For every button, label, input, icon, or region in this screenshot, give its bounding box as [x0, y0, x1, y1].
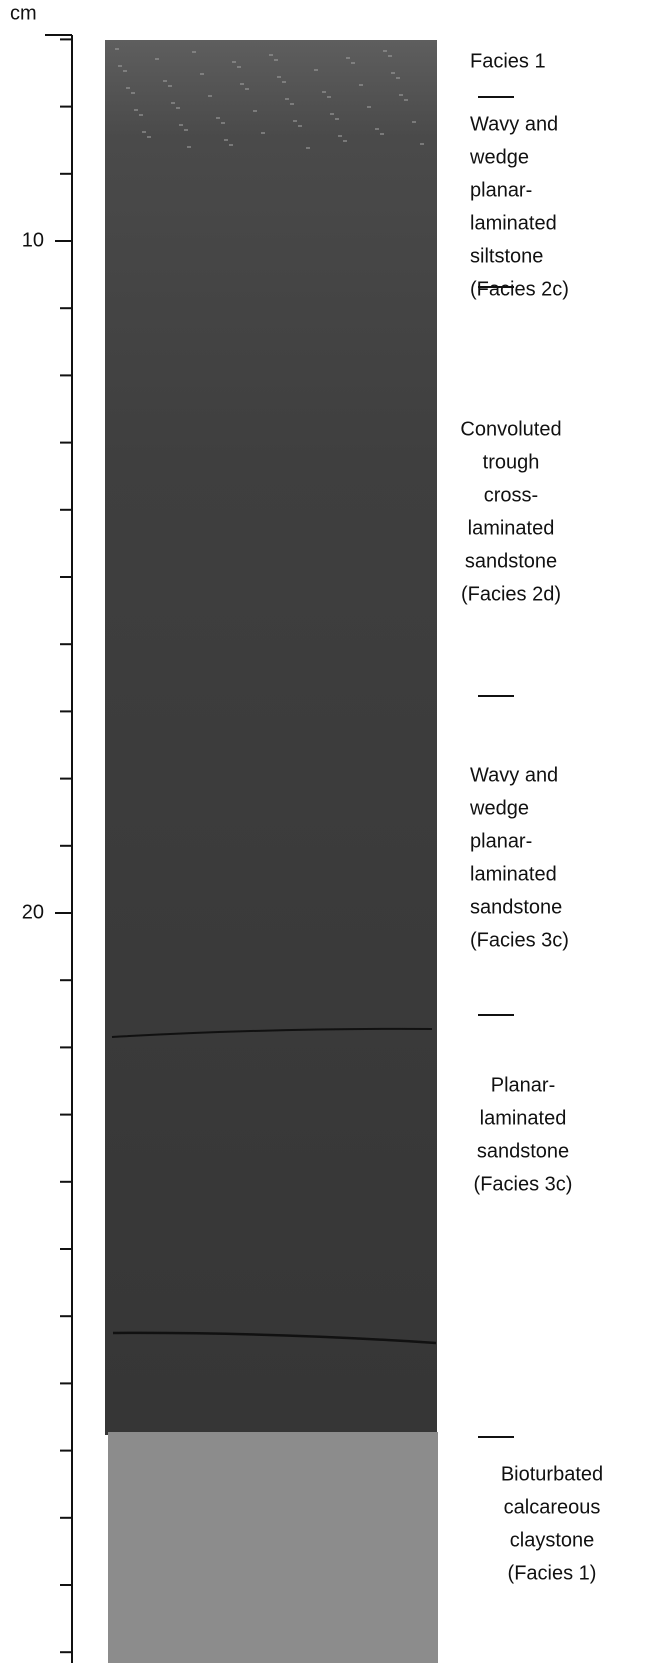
speckle [142, 131, 146, 133]
speckle [253, 110, 257, 112]
speckle [126, 87, 130, 89]
facies-label: sandstone [477, 1140, 569, 1162]
speckle [314, 69, 318, 71]
speckle [359, 84, 363, 86]
speckle [163, 80, 167, 82]
speckle [216, 117, 220, 119]
speckle [139, 114, 143, 116]
speckle [171, 102, 175, 104]
facies-label: planar- [470, 830, 532, 852]
claystone-section [108, 1432, 438, 1663]
speckle [179, 124, 183, 126]
facies-label: Planar- [491, 1074, 555, 1096]
speckle [290, 103, 294, 105]
speckle [176, 107, 180, 109]
speckle [335, 118, 339, 120]
speckle [261, 132, 265, 134]
facies-label: planar- [470, 179, 532, 201]
scale-label: 10 [22, 229, 44, 251]
facies-label: laminated [470, 212, 557, 234]
speckle [232, 61, 236, 63]
speckle [184, 129, 188, 131]
facies-label: laminated [470, 863, 557, 885]
speckle [399, 94, 403, 96]
facies-label: laminated [480, 1107, 567, 1129]
speckle [380, 133, 384, 135]
speckle [221, 122, 225, 124]
speckle [187, 146, 191, 148]
speckle [306, 147, 310, 149]
facies-label: calcareous [504, 1496, 601, 1518]
speckle [192, 51, 196, 53]
speckle [274, 59, 278, 61]
speckle [327, 96, 331, 98]
speckle [412, 121, 416, 123]
speckle [123, 70, 127, 72]
facies-label: wedge [469, 797, 529, 819]
speckle [330, 113, 334, 115]
scale-unit: cm [10, 2, 37, 24]
speckle [383, 50, 387, 52]
speckle [367, 106, 371, 108]
scale-label: 20 [22, 901, 44, 923]
speckle [118, 65, 122, 67]
facies-label: sandstone [465, 550, 557, 572]
facies-label: Convoluted [460, 418, 561, 440]
speckle [375, 128, 379, 130]
speckle [115, 48, 119, 50]
speckle [277, 76, 281, 78]
facies-label: Wavy and [470, 764, 558, 786]
facies-label: (Facies 2c) [470, 278, 569, 300]
speckle [338, 135, 342, 137]
speckle [351, 62, 355, 64]
speckle [269, 54, 273, 56]
speckle [343, 140, 347, 142]
facies-label: claystone [510, 1529, 595, 1551]
facies-label: (Facies 3c) [470, 929, 569, 951]
speckle [346, 57, 350, 59]
speckle [298, 125, 302, 127]
core-photo [105, 40, 437, 1435]
speckle [131, 92, 135, 94]
facies-label: (Facies 1) [508, 1562, 597, 1584]
facies-label: Facies 1 [470, 50, 546, 72]
facies-label: Bioturbated [501, 1463, 603, 1485]
facies-label: sandstone [470, 896, 562, 918]
speckle [147, 136, 151, 138]
speckle [293, 120, 297, 122]
speckle [322, 91, 326, 93]
speckle [168, 85, 172, 87]
speckle [208, 95, 212, 97]
speckle [134, 109, 138, 111]
speckle [200, 73, 204, 75]
speckle [240, 83, 244, 85]
crack [111, 1027, 433, 1038]
facies-label: laminated [468, 517, 555, 539]
speckle [285, 98, 289, 100]
speckle [420, 143, 424, 145]
facies-label: cross- [484, 484, 538, 506]
speckle [404, 99, 408, 101]
facies-label: (Facies 3c) [474, 1173, 573, 1195]
speckle [237, 66, 241, 68]
speckle [391, 72, 395, 74]
facies-label: trough [483, 451, 540, 473]
facies-label: wedge [469, 146, 529, 168]
speckle [282, 81, 286, 83]
speckle [245, 88, 249, 90]
speckle [229, 144, 233, 146]
speckle [155, 58, 159, 60]
crack [112, 1331, 437, 1345]
speckle [388, 55, 392, 57]
facies-label: Wavy and [470, 113, 558, 135]
facies-label: (Facies 2d) [461, 583, 561, 605]
facies-label: siltstone [470, 245, 543, 267]
speckle [396, 77, 400, 79]
speckle [224, 139, 228, 141]
